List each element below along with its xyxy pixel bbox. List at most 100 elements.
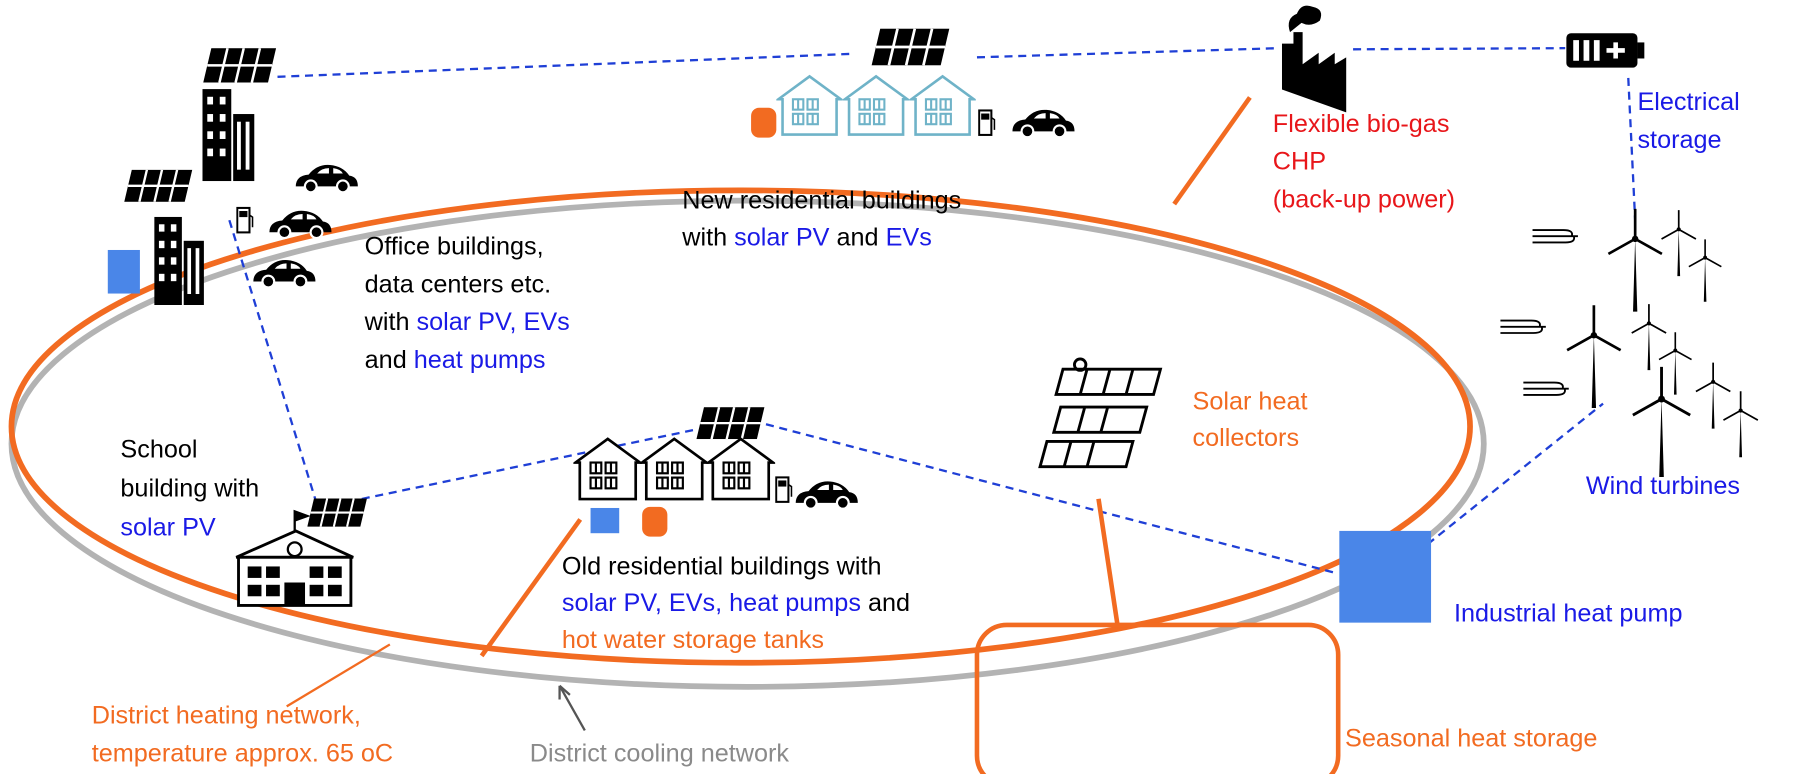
office-label: Office buildings, data centers etc. with s… (364, 233, 570, 375)
shape (295, 511, 308, 530)
label-part: and (836, 223, 878, 251)
shape (1040, 359, 1160, 467)
diagram: New residential buildings with solar PV a… (0, 0, 1798, 774)
label-part: CHP (1273, 148, 1326, 176)
shape (266, 566, 280, 577)
label-part: solar PV (734, 223, 829, 251)
water-tank (751, 108, 776, 138)
shape (1573, 40, 1579, 61)
label-part: storage (1637, 126, 1721, 154)
wind-label: Wind turbines (1586, 472, 1740, 500)
old-residential-label: Old residential buildings with solar PV, … (562, 552, 910, 653)
shape (977, 48, 1279, 57)
shape (778, 76, 840, 134)
label-part: School (120, 436, 197, 464)
label-part: EVs (886, 223, 932, 251)
shape (1012, 110, 1074, 137)
industrial-heat-pump-label: Industrial heat pump (1454, 599, 1683, 627)
chp-label: Flexible bio-gas CHP (back-up power) (1273, 110, 1455, 214)
label-part: with (681, 223, 727, 251)
shape (1659, 332, 1691, 394)
district-cooling-label: District cooling network (530, 739, 790, 767)
shape (307, 498, 367, 526)
label-part: temperature approx. 65 oC (92, 739, 393, 767)
shape (575, 439, 640, 499)
shape (1632, 304, 1666, 370)
label-part: Solar heat (1193, 387, 1308, 415)
shape (1040, 369, 1160, 466)
heat-pump (108, 250, 140, 294)
shape (284, 583, 305, 606)
shape (1633, 367, 1690, 477)
water-tank (642, 507, 667, 537)
shape (1628, 78, 1635, 220)
shape (979, 110, 994, 134)
industrial-heat-pump-icon (1339, 531, 1431, 623)
shape (1282, 6, 1346, 113)
shape (1523, 383, 1568, 395)
shape (202, 89, 254, 181)
shape (1099, 499, 1118, 629)
shape (278, 54, 851, 77)
shape (1567, 305, 1621, 408)
shape (1353, 48, 1565, 49)
label-part: data centers etc. (365, 270, 551, 298)
shape (335, 430, 694, 505)
label-part: heat pumps (414, 346, 546, 374)
shape (696, 407, 764, 439)
label-part: (back-up power) (1273, 186, 1455, 214)
shape (1689, 239, 1721, 301)
shape (1594, 40, 1600, 61)
shape (203, 48, 276, 82)
shape (796, 481, 858, 508)
shape (776, 477, 791, 501)
seasonal-storage-label: Seasonal heat storage (1345, 724, 1597, 752)
shape (1608, 209, 1662, 312)
label-part: New residential buildings (682, 187, 961, 215)
shape (287, 644, 390, 706)
label-part: and (365, 346, 407, 374)
label-part: hot water storage tanks (562, 626, 824, 654)
district-heating-label: District heating network, temperature app… (92, 702, 393, 768)
shape (236, 531, 353, 557)
label-part: and (868, 589, 910, 617)
shape (253, 260, 315, 287)
shape (1566, 33, 1644, 67)
icons (124, 6, 1758, 606)
label-part: Office buildings, (365, 233, 544, 261)
shape (845, 76, 907, 134)
shape (575, 439, 773, 499)
shape (1723, 391, 1757, 457)
shape (778, 76, 973, 134)
shape (709, 439, 774, 499)
shape (1500, 321, 1545, 333)
shape (269, 211, 331, 238)
shape (328, 566, 342, 577)
shape (310, 566, 324, 577)
shape (560, 686, 585, 731)
label-part: collectors (1193, 424, 1300, 452)
shape (328, 585, 342, 596)
shape (911, 76, 973, 134)
shape (154, 217, 204, 305)
new-residential-label: New residential buildings with solar PV a… (681, 187, 961, 252)
label-part: solar PV, EVs, heat pumps (562, 589, 861, 617)
label-part: with (364, 308, 410, 336)
label-part: Flexible bio-gas (1273, 110, 1450, 138)
shape (1637, 42, 1644, 58)
label-part: solar PV (120, 513, 215, 541)
shape (237, 208, 252, 232)
solar-heat-label: Solar heat collectors (1193, 387, 1308, 452)
label-part: Old residential buildings with (562, 552, 882, 580)
label-part: solar PV, EVs (417, 308, 570, 336)
shape (124, 170, 192, 202)
label-part: District heating network, (92, 702, 361, 730)
shape (266, 585, 280, 596)
shape (1282, 32, 1346, 112)
label-part: building with (120, 475, 259, 503)
heat-pump (591, 508, 620, 533)
page: {"labels":{ "new_residential":[["New res… (0, 0, 1798, 774)
shape (1533, 230, 1578, 242)
shape (872, 29, 950, 66)
shape (310, 585, 324, 596)
